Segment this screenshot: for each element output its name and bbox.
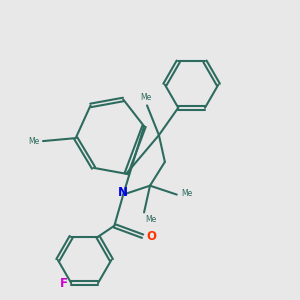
Text: O: O bbox=[146, 230, 156, 243]
Text: Me: Me bbox=[146, 215, 157, 224]
Text: Me: Me bbox=[181, 189, 193, 198]
Text: F: F bbox=[60, 277, 68, 290]
Text: Me: Me bbox=[140, 93, 151, 102]
Text: N: N bbox=[118, 186, 128, 199]
Text: Me: Me bbox=[28, 136, 39, 146]
